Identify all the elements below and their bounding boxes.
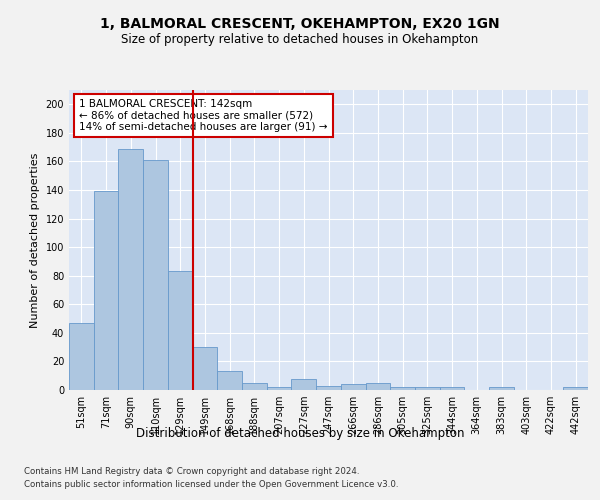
Bar (242, 383, 267, 390)
Y-axis label: Number of detached properties: Number of detached properties (30, 152, 40, 328)
Text: 1, BALMORAL CRESCENT, OKEHAMPTON, EX20 1GN: 1, BALMORAL CRESCENT, OKEHAMPTON, EX20 1… (100, 18, 500, 32)
Text: 1 BALMORAL CRESCENT: 142sqm
← 86% of detached houses are smaller (572)
14% of se: 1 BALMORAL CRESCENT: 142sqm ← 86% of det… (79, 99, 328, 132)
Bar (390, 387, 415, 390)
Bar (168, 272, 193, 390)
Bar (563, 387, 588, 390)
Bar (193, 347, 217, 390)
Bar (365, 383, 390, 390)
Bar (440, 387, 464, 390)
Bar (217, 372, 242, 390)
Text: Contains public sector information licensed under the Open Government Licence v3: Contains public sector information licen… (24, 480, 398, 489)
Bar (118, 148, 143, 390)
Bar (316, 386, 341, 390)
Text: Distribution of detached houses by size in Okehampton: Distribution of detached houses by size … (136, 428, 464, 440)
Bar (489, 387, 514, 390)
Bar (69, 323, 94, 390)
Text: Size of property relative to detached houses in Okehampton: Size of property relative to detached ho… (121, 32, 479, 46)
Bar (292, 378, 316, 390)
Bar (143, 160, 168, 390)
Bar (94, 192, 118, 390)
Bar (267, 387, 292, 390)
Bar (415, 387, 440, 390)
Bar (341, 384, 365, 390)
Text: Contains HM Land Registry data © Crown copyright and database right 2024.: Contains HM Land Registry data © Crown c… (24, 468, 359, 476)
